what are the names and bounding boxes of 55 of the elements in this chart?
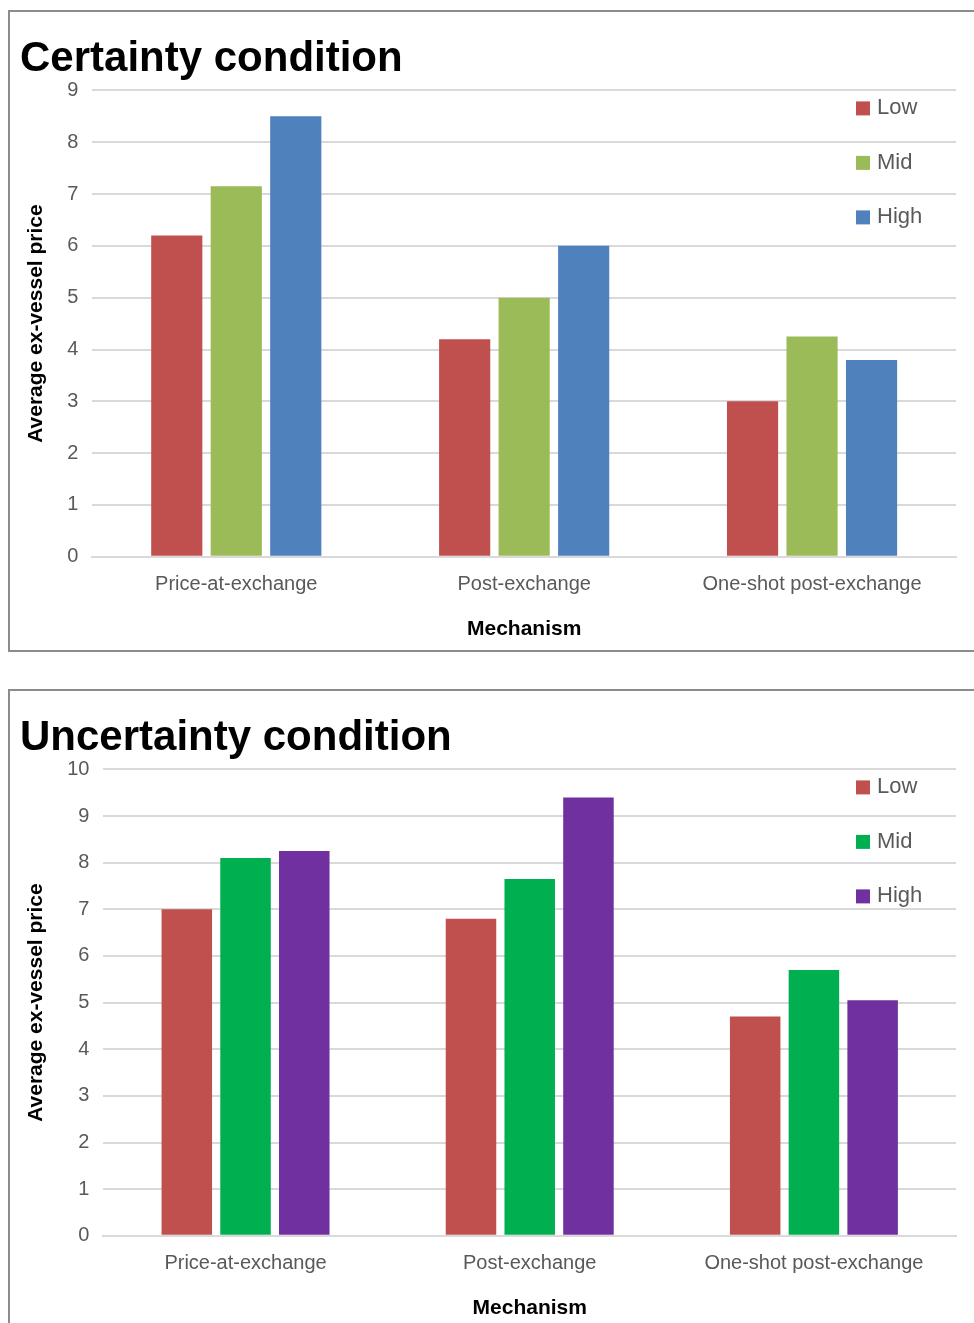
y-tick-label: 0 [67, 544, 79, 567]
y-tick-label: 3 [67, 388, 79, 411]
y-tick-label: 7 [67, 181, 79, 204]
x-tick-label: Post-exchange [463, 1251, 597, 1274]
y-axis-title: Average ex-vessel price [23, 883, 47, 1122]
y-tick-label: 2 [78, 1130, 90, 1153]
bar [845, 359, 898, 556]
bar [504, 879, 555, 1235]
y-tick-label: 10 [67, 756, 90, 779]
bar [498, 297, 550, 556]
y-tick-label: 9 [78, 803, 90, 826]
y-tick-label: 8 [67, 129, 79, 152]
legend-label: Low [877, 94, 918, 120]
bar [151, 235, 203, 556]
bar [558, 245, 610, 556]
y-tick-label: 4 [78, 1036, 90, 1059]
x-axis-title: Mechanism [466, 616, 582, 640]
y-axis-title: Average ex-vessel price [23, 204, 47, 443]
bar [279, 851, 330, 1235]
bar [270, 116, 322, 556]
y-tick-label: 6 [67, 233, 79, 256]
bar [210, 186, 262, 556]
bar [439, 339, 491, 556]
x-tick-label: Price-at-exchange [155, 572, 318, 595]
y-tick-label: 5 [67, 285, 79, 308]
legend-label: Mid [877, 148, 913, 174]
bar [788, 969, 840, 1235]
x-axis-title: Mechanism [472, 1295, 587, 1319]
y-tick-label: 8 [78, 850, 90, 873]
x-tick-label: One-shot post-exchange [704, 1251, 924, 1274]
x-tick-label: One-shot post-exchange [702, 572, 922, 595]
y-tick-label: 1 [78, 1176, 90, 1199]
y-tick-label: 2 [67, 440, 79, 463]
legend-label: High [877, 882, 923, 908]
legend-label: High [877, 203, 923, 229]
y-tick-label: 0 [78, 1223, 90, 1246]
bar [786, 336, 838, 556]
bar [847, 1000, 898, 1235]
y-tick-label: 3 [78, 1083, 90, 1106]
bar [563, 797, 614, 1235]
bar [729, 1016, 781, 1235]
bar [445, 918, 497, 1235]
x-tick-label: Price-at-exchange [164, 1251, 327, 1274]
bar [726, 401, 779, 556]
y-tick-label: 1 [67, 492, 79, 515]
y-tick-label: 6 [78, 943, 90, 966]
bar [161, 909, 213, 1235]
y-tick-label: 5 [78, 990, 90, 1013]
legend-label: Mid [877, 827, 913, 853]
y-tick-label: 7 [78, 896, 90, 919]
bar [220, 858, 271, 1235]
x-tick-label: Post-exchange [457, 572, 591, 595]
y-tick-label: 9 [67, 77, 79, 100]
y-tick-label: 4 [67, 337, 79, 360]
legend-label: Low [877, 773, 918, 799]
